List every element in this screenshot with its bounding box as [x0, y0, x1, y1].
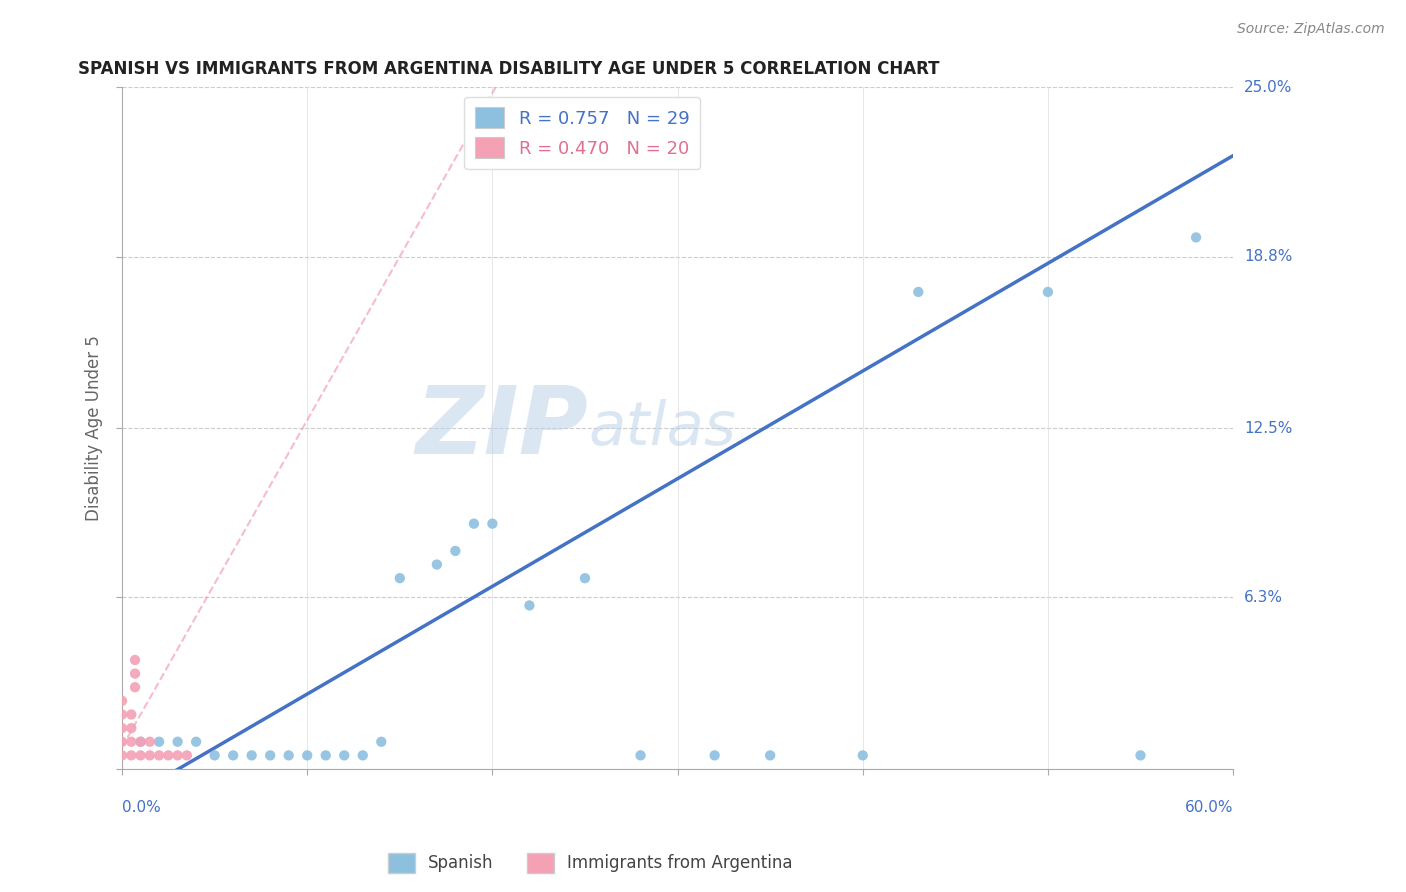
- Point: [388, 571, 411, 585]
- Point: [184, 735, 207, 749]
- Point: [120, 748, 142, 763]
- Point: [139, 748, 162, 763]
- Point: [120, 721, 142, 735]
- Point: [1036, 285, 1059, 299]
- Point: [444, 544, 467, 558]
- Point: [139, 735, 162, 749]
- Point: [124, 653, 146, 667]
- Point: [166, 735, 188, 749]
- Text: 18.8%: 18.8%: [1244, 249, 1292, 264]
- Point: [148, 735, 170, 749]
- Point: [120, 707, 142, 722]
- Point: [1129, 748, 1152, 763]
- Point: [333, 748, 356, 763]
- Text: SPANISH VS IMMIGRANTS FROM ARGENTINA DISABILITY AGE UNDER 5 CORRELATION CHART: SPANISH VS IMMIGRANTS FROM ARGENTINA DIS…: [77, 60, 939, 78]
- Text: 0.0%: 0.0%: [122, 799, 160, 814]
- Point: [370, 735, 392, 749]
- Point: [111, 735, 134, 749]
- Point: [259, 748, 281, 763]
- Point: [481, 516, 503, 531]
- Point: [222, 748, 245, 763]
- Point: [630, 748, 652, 763]
- Legend: R = 0.757   N = 29, R = 0.470   N = 20: R = 0.757 N = 29, R = 0.470 N = 20: [464, 96, 700, 169]
- Point: [907, 285, 929, 299]
- Point: [463, 516, 485, 531]
- Point: [426, 558, 449, 572]
- Point: [204, 748, 226, 763]
- Y-axis label: Disability Age Under 5: Disability Age Under 5: [86, 335, 103, 521]
- Point: [519, 599, 541, 613]
- Point: [129, 735, 152, 749]
- Point: [129, 748, 152, 763]
- Point: [315, 748, 337, 763]
- Text: 60.0%: 60.0%: [1185, 799, 1233, 814]
- Point: [157, 748, 180, 763]
- Text: 6.3%: 6.3%: [1244, 590, 1284, 605]
- Point: [1185, 230, 1208, 244]
- Legend: Spanish, Immigrants from Argentina: Spanish, Immigrants from Argentina: [381, 847, 800, 880]
- Point: [129, 735, 152, 749]
- Point: [148, 748, 170, 763]
- Point: [574, 571, 596, 585]
- Point: [297, 748, 319, 763]
- Point: [277, 748, 299, 763]
- Point: [166, 748, 188, 763]
- Point: [759, 748, 782, 763]
- Point: [111, 694, 134, 708]
- Point: [703, 748, 725, 763]
- Point: [111, 748, 134, 763]
- Text: 12.5%: 12.5%: [1244, 421, 1292, 436]
- Point: [124, 680, 146, 694]
- Text: 25.0%: 25.0%: [1244, 80, 1292, 95]
- Point: [120, 735, 142, 749]
- Point: [111, 721, 134, 735]
- Point: [176, 748, 198, 763]
- Point: [124, 666, 146, 681]
- Text: atlas: atlas: [589, 399, 737, 458]
- Text: Source: ZipAtlas.com: Source: ZipAtlas.com: [1237, 22, 1385, 37]
- Point: [352, 748, 374, 763]
- Text: ZIP: ZIP: [416, 383, 589, 475]
- Point: [240, 748, 263, 763]
- Point: [111, 707, 134, 722]
- Point: [852, 748, 875, 763]
